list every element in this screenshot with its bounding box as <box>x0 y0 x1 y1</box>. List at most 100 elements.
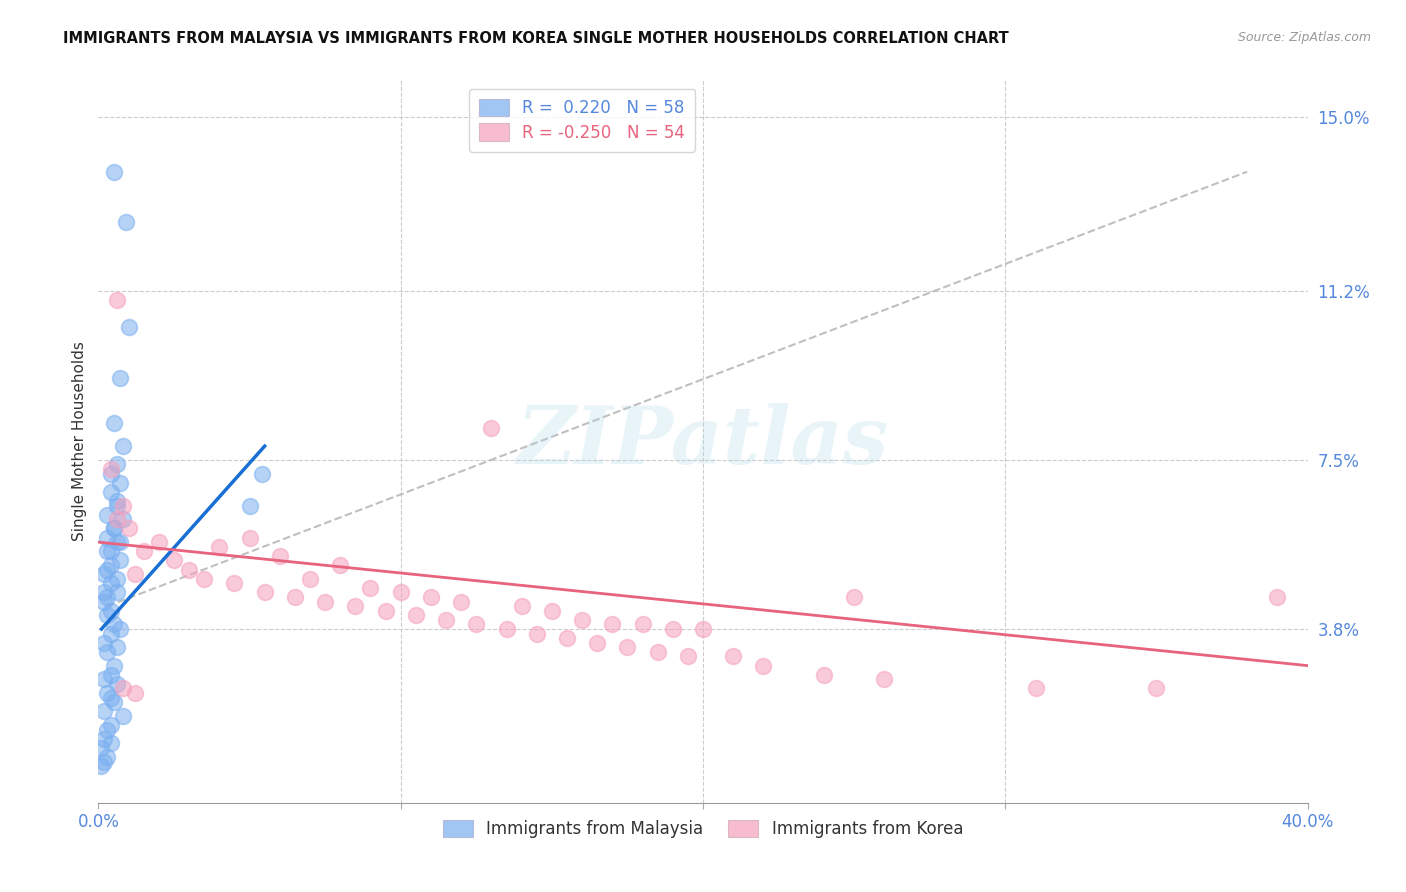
Point <box>526 626 548 640</box>
Point <box>103 521 125 535</box>
Point <box>844 590 866 604</box>
Point <box>163 553 186 567</box>
Point <box>193 572 215 586</box>
Point <box>111 499 134 513</box>
Point <box>389 585 412 599</box>
Point <box>647 645 669 659</box>
Point <box>96 563 118 577</box>
Point <box>420 590 443 604</box>
Point <box>465 617 488 632</box>
Point <box>93 673 115 687</box>
Point <box>1144 681 1167 696</box>
Point <box>108 535 131 549</box>
Point <box>103 165 125 179</box>
Point <box>96 723 118 737</box>
Point <box>93 704 115 718</box>
Point <box>540 604 562 618</box>
Y-axis label: Single Mother Households: Single Mother Households <box>72 342 87 541</box>
Point <box>586 636 609 650</box>
Point <box>314 594 336 608</box>
Point <box>344 599 367 614</box>
Point <box>105 512 128 526</box>
Point <box>495 622 517 636</box>
Point <box>124 567 146 582</box>
Text: ZIPatlas: ZIPatlas <box>517 403 889 480</box>
Point <box>299 572 322 586</box>
Point <box>100 626 122 640</box>
Point <box>111 439 134 453</box>
Point <box>103 416 125 430</box>
Point <box>93 731 115 746</box>
Point <box>100 484 122 499</box>
Point <box>360 581 382 595</box>
Point <box>100 576 122 591</box>
Point <box>114 215 136 229</box>
Point <box>374 604 396 618</box>
Point <box>405 608 427 623</box>
Point <box>269 549 291 563</box>
Point <box>108 370 131 384</box>
Point <box>661 622 683 636</box>
Point <box>93 567 115 582</box>
Point <box>105 585 128 599</box>
Point <box>105 494 128 508</box>
Point <box>224 576 246 591</box>
Point <box>108 622 131 636</box>
Point <box>105 572 128 586</box>
Point <box>555 631 578 645</box>
Point <box>676 649 699 664</box>
Point <box>329 558 352 572</box>
Point <box>571 613 593 627</box>
Point <box>93 594 115 608</box>
Point <box>208 540 231 554</box>
Point <box>100 544 122 558</box>
Point <box>103 521 125 535</box>
Point <box>96 508 118 522</box>
Point <box>105 499 128 513</box>
Point <box>253 585 276 599</box>
Point <box>631 617 654 632</box>
Point <box>90 759 112 773</box>
Point <box>100 462 122 476</box>
Point <box>96 750 118 764</box>
Text: IMMIGRANTS FROM MALAYSIA VS IMMIGRANTS FROM KOREA SINGLE MOTHER HOUSEHOLDS CORRE: IMMIGRANTS FROM MALAYSIA VS IMMIGRANTS F… <box>63 31 1010 46</box>
Point <box>100 667 122 681</box>
Point <box>118 521 141 535</box>
Point <box>96 544 118 558</box>
Text: Source: ZipAtlas.com: Source: ZipAtlas.com <box>1237 31 1371 45</box>
Point <box>100 736 122 750</box>
Point <box>105 535 128 549</box>
Point <box>93 755 115 769</box>
Point <box>450 594 472 608</box>
Point <box>96 686 118 700</box>
Point <box>692 622 714 636</box>
Point <box>93 636 115 650</box>
Point <box>90 740 112 755</box>
Point <box>873 673 896 687</box>
Point <box>602 617 624 632</box>
Point <box>111 709 134 723</box>
Point <box>103 617 125 632</box>
Point <box>96 531 118 545</box>
Point <box>118 320 141 334</box>
Point <box>284 590 307 604</box>
Point <box>616 640 638 655</box>
Point <box>96 608 118 623</box>
Point <box>96 590 118 604</box>
Point <box>813 667 835 681</box>
Point <box>752 658 775 673</box>
Point <box>105 293 128 307</box>
Point <box>111 512 134 526</box>
Point <box>434 613 457 627</box>
Point <box>148 535 170 549</box>
Point <box>96 645 118 659</box>
Point <box>105 458 128 472</box>
Point <box>481 421 503 435</box>
Point <box>1024 681 1046 696</box>
Point <box>100 558 122 572</box>
Point <box>105 677 128 691</box>
Point <box>100 604 122 618</box>
Point <box>108 553 131 567</box>
Point <box>100 718 122 732</box>
Point <box>250 467 273 481</box>
